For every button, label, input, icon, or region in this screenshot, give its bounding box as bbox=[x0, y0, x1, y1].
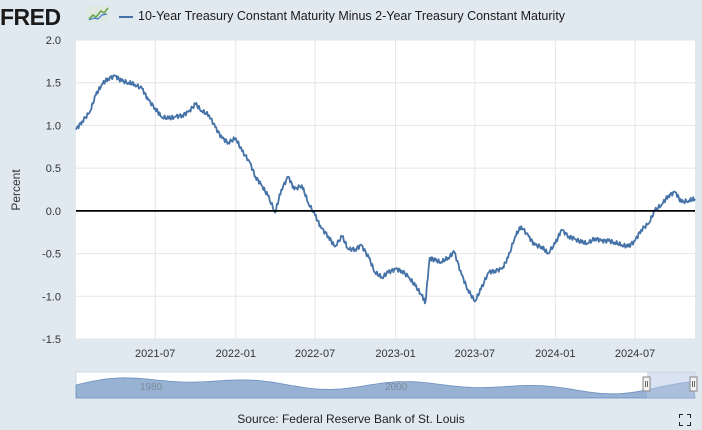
series-line[interactable] bbox=[75, 74, 696, 305]
y-axis: -1.5 -1.0 -0.5 0.0 0.5 1.0 1.5 2.0 bbox=[42, 35, 61, 346]
x-tick-label: 2024-01 bbox=[535, 348, 575, 360]
source-note: Source: Federal Reserve Bank of St. Loui… bbox=[237, 412, 465, 426]
fred-graph-icon bbox=[87, 6, 109, 22]
y-tick-label: 1.5 bbox=[46, 78, 61, 90]
plot-area bbox=[76, 40, 695, 339]
y-tick-label: -0.5 bbox=[42, 249, 61, 261]
y-tick-label: 2.0 bbox=[46, 35, 61, 47]
navigator-left-handle[interactable] bbox=[642, 376, 651, 392]
y-tick-label: -1.0 bbox=[42, 291, 61, 303]
legend-series-swatch bbox=[119, 16, 133, 18]
navigator-label: 1980 bbox=[140, 382, 163, 393]
range-navigator[interactable]: 1980 2000 bbox=[75, 371, 698, 399]
x-axis: 2021-07 2022-01 2022-07 2023-01 2023-07 2024-… bbox=[135, 348, 655, 360]
fred-logo[interactable]: FRED bbox=[0, 4, 61, 30]
fullscreen-icon[interactable] bbox=[679, 414, 691, 426]
y-tick-label: 0.0 bbox=[46, 206, 61, 218]
x-tick-label: 2022-07 bbox=[295, 348, 335, 360]
y-tick-label: -1.5 bbox=[42, 334, 61, 346]
navigator-label: 2000 bbox=[385, 382, 408, 393]
x-tick-label: 2021-07 bbox=[135, 348, 175, 360]
chart: -1.5 -1.0 -0.5 0.0 0.5 1.0 1.5 2.0 2021-07 2022-… bbox=[9, 35, 698, 399]
navigator-selected-range[interactable] bbox=[647, 372, 695, 398]
header: FRED 10-Year Treasury Constant Maturity … bbox=[0, 0, 702, 34]
x-tick-label: 2024-07 bbox=[615, 348, 655, 360]
y-axis-label: Percent bbox=[9, 169, 23, 211]
y-tick-label: 0.5 bbox=[46, 163, 61, 175]
x-tick-label: 2023-01 bbox=[375, 348, 415, 360]
y-tick-label: 1.0 bbox=[46, 120, 61, 132]
x-tick-label: 2022-01 bbox=[216, 348, 256, 360]
series-title: 10-Year Treasury Constant Maturity Minus… bbox=[138, 9, 566, 23]
navigator-area bbox=[75, 377, 696, 399]
x-tick-label: 2023-07 bbox=[455, 348, 495, 360]
navigator-right-handle[interactable] bbox=[689, 376, 698, 392]
